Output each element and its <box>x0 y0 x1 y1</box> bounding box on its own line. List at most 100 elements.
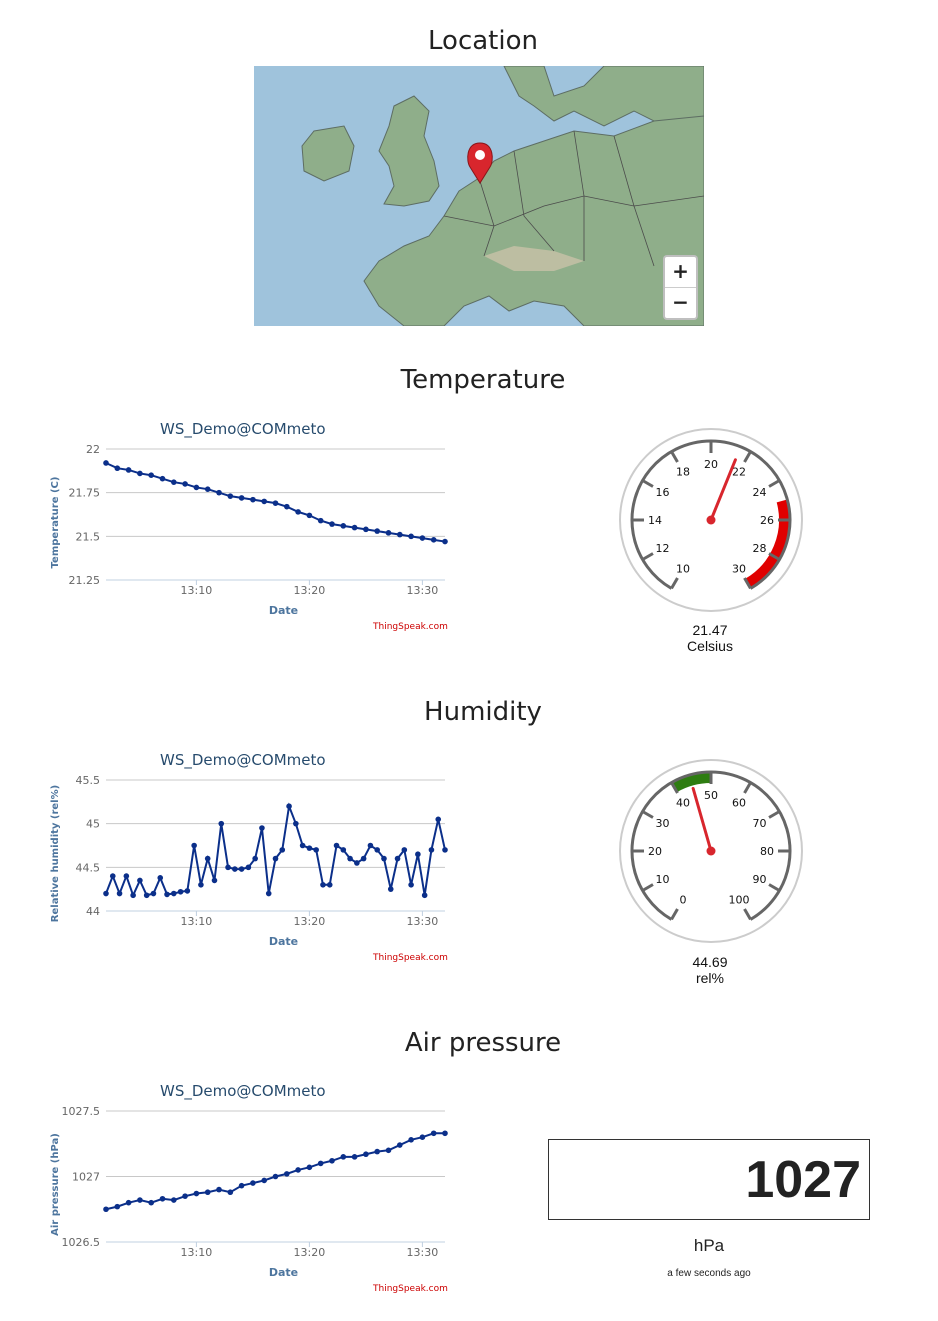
gauge-tick-label: 10 <box>656 873 670 886</box>
humidity-chart: 44 44.5 45 45.5 13:10 13:20 13:30 Date Relative … <box>50 774 448 948</box>
data-point <box>354 860 360 866</box>
data-point <box>320 882 326 888</box>
x-tick-label: 13:10 <box>181 1246 213 1259</box>
temperature-gauge-readout: 21.47 Celsius <box>660 622 760 654</box>
data-point <box>272 1173 279 1180</box>
data-point <box>340 847 347 853</box>
map-zoom-control: + − <box>663 255 698 320</box>
data-point <box>150 890 157 897</box>
data-point <box>430 1130 437 1137</box>
data-point <box>397 531 403 538</box>
data-point <box>394 855 401 862</box>
pressure-unit: hPa <box>693 1236 725 1255</box>
data-point <box>419 1134 426 1140</box>
data-point <box>299 842 306 849</box>
y-axis-label: Air pressure (hPa) <box>50 1133 61 1236</box>
location-map[interactable] <box>254 66 704 326</box>
humidity-heading: Humidity <box>424 697 542 727</box>
x-axis-label: Date <box>269 1266 298 1279</box>
data-point <box>333 842 340 849</box>
data-point <box>252 855 258 862</box>
data-point <box>157 875 164 881</box>
gauge-tick-label: 60 <box>732 797 746 810</box>
data-point <box>103 890 109 897</box>
data-point <box>193 1190 200 1197</box>
data-point <box>421 892 428 899</box>
y-axis-label: Temperature (C) <box>50 477 61 569</box>
gauge-tick <box>641 810 654 819</box>
data-point <box>137 877 143 884</box>
data-point <box>347 855 353 862</box>
gauge-tick-label: 26 <box>760 514 774 527</box>
data-point <box>114 1203 121 1210</box>
data-point <box>227 1189 234 1196</box>
pressure-heading: Air pressure <box>404 1028 562 1058</box>
gauge-tick-label: 20 <box>704 458 718 471</box>
data-point <box>198 882 204 888</box>
zoom-in-button[interactable]: + <box>672 259 689 283</box>
pressure-updated: a few seconds ago <box>667 1268 751 1279</box>
gauge-tick <box>670 577 679 590</box>
pressure-value: 1027 <box>745 1151 861 1209</box>
y-tick-label: 45.5 <box>76 774 101 787</box>
gauge-tick <box>641 479 654 488</box>
data-point <box>295 509 301 515</box>
data-point <box>442 847 448 853</box>
data-point <box>225 864 231 871</box>
data-point <box>408 533 414 540</box>
data-point <box>159 475 166 482</box>
gauge-tick-label: 20 <box>648 845 662 858</box>
data-point <box>227 493 234 499</box>
zoom-out-button[interactable]: − <box>665 287 696 318</box>
data-point <box>385 1147 392 1154</box>
data-point <box>435 816 442 823</box>
gauge-tick-label: 24 <box>752 486 766 499</box>
data-point <box>148 472 154 478</box>
gauge-tick-label: 18 <box>676 466 690 479</box>
gauge-tick <box>641 883 654 892</box>
data-point <box>191 842 197 849</box>
data-point <box>238 1182 245 1189</box>
data-point <box>385 530 392 536</box>
data-point <box>317 1160 324 1167</box>
data-point <box>374 847 381 853</box>
temperature-chart-credit[interactable]: ThingSpeak.com <box>373 622 448 632</box>
data-point <box>326 882 333 888</box>
data-point <box>216 1186 222 1193</box>
gauge-hub <box>706 515 716 525</box>
gauge-tick-label: 50 <box>704 789 718 802</box>
map-pin-icon[interactable] <box>467 142 493 184</box>
x-tick-label: 13:20 <box>294 915 326 928</box>
gauge-tick-label: 12 <box>656 542 670 555</box>
data-point <box>340 523 347 529</box>
data-point <box>374 528 381 534</box>
gauge-tick <box>743 450 752 463</box>
y-tick-label: 1026.5 <box>62 1236 101 1249</box>
data-point <box>103 1206 109 1213</box>
gauge-hub <box>706 846 716 856</box>
data-point <box>261 1177 267 1184</box>
data-point <box>415 851 421 858</box>
pressure-display: 1027 <box>548 1139 870 1220</box>
gauge-tick <box>743 781 752 794</box>
gauge-tick-label: 28 <box>752 542 766 555</box>
series-line <box>105 802 446 898</box>
gauge-tick-label: 0 <box>680 893 687 906</box>
map-canvas[interactable] <box>254 66 704 326</box>
gauge-tick <box>670 450 679 463</box>
data-point <box>250 496 256 503</box>
data-point <box>313 847 319 853</box>
humidity-chart-credit[interactable]: ThingSpeak.com <box>373 953 448 963</box>
data-point <box>193 484 200 491</box>
x-tick-label: 13:10 <box>181 584 213 597</box>
data-point <box>272 500 279 506</box>
data-point <box>430 537 437 543</box>
gauge-tick-label: 22 <box>732 466 746 479</box>
y-tick-label: 21.75 <box>69 487 101 500</box>
x-tick-label: 13:20 <box>294 1246 326 1259</box>
y-tick-label: 22 <box>86 443 100 456</box>
pressure-chart: 1026.5 1027 1027.5 13:10 13:20 13:30 Date Air p… <box>50 1105 448 1279</box>
data-point <box>401 847 408 853</box>
data-point <box>340 1154 347 1160</box>
pressure-chart-credit[interactable]: ThingSpeak.com <box>373 1284 448 1294</box>
